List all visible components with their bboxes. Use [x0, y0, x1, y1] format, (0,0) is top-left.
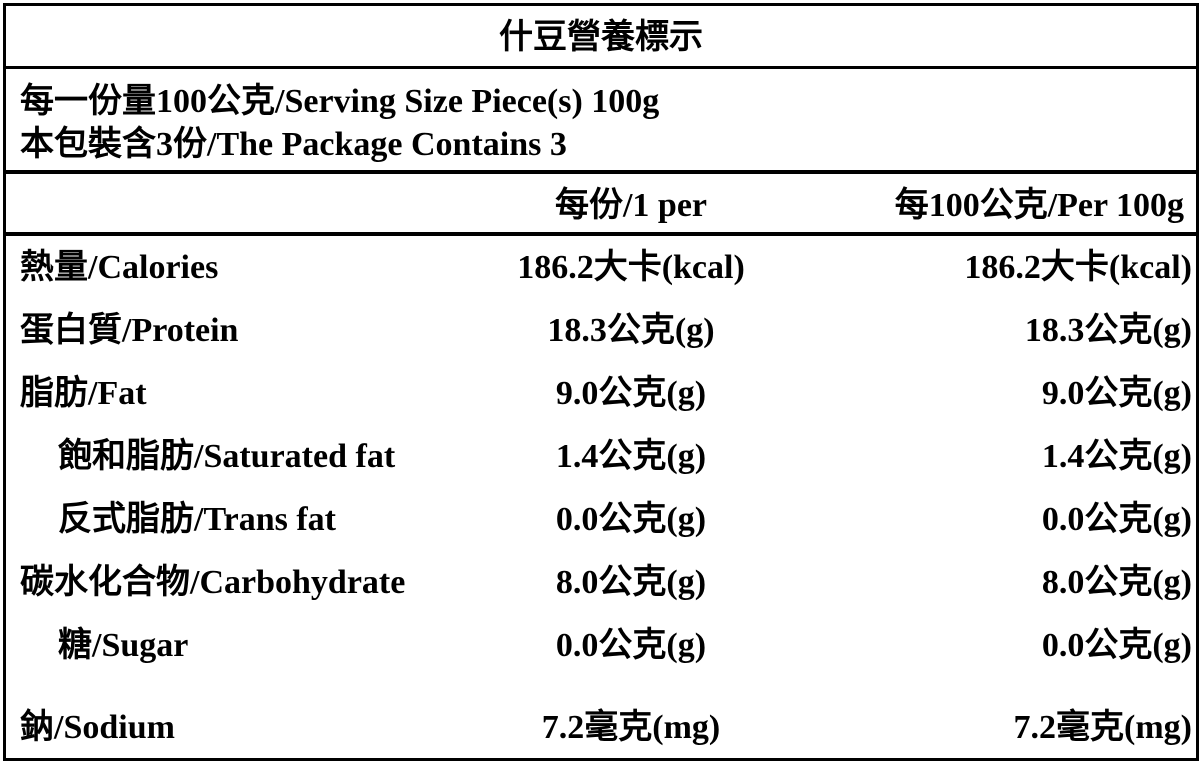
nutrient-name: 糖/Sugar: [58, 627, 189, 664]
rule: [6, 232, 1196, 236]
nutrient-value: 0.0公克(g): [555, 627, 707, 664]
nutrient-value: 186.2大卡(kcal): [517, 249, 745, 286]
title: 什豆營養標示: [499, 19, 703, 56]
serving-size: 每一份量100公克/Serving Size Piece(s) 100g: [20, 83, 660, 120]
nutrient-value: 0.0公克(g): [1041, 627, 1192, 664]
nutrient-name: 熱量/Calories: [20, 249, 219, 286]
nutrient-name: 脂肪/Fat: [20, 375, 147, 412]
nutrient-value: 7.2毫克(mg): [1013, 709, 1192, 746]
rule: [6, 170, 1196, 174]
nutrient-value: 7.2毫克(mg): [541, 709, 721, 746]
nutrient-name: 碳水化合物/Carbohydrate: [20, 564, 406, 601]
nutrient-value: 0.0公克(g): [1041, 501, 1192, 538]
package-contains: 本包裝含3份/The Package Contains 3: [20, 126, 567, 163]
nutrition-label: 什豆營養標示 每一份量100公克/Serving Size Piece(s) 1…: [3, 3, 1199, 761]
nutrient-name: 蛋白質/Protein: [20, 312, 239, 349]
nutrient-value: 8.0公克(g): [1041, 564, 1192, 601]
nutrient-value: 18.3公克(g): [1024, 312, 1192, 349]
nutrient-name: 飽和脂肪/Saturated fat: [58, 438, 396, 475]
nutrient-value: 18.3公克(g): [547, 312, 715, 349]
nutrient-value: 8.0公克(g): [555, 564, 707, 601]
nutrient-value: 186.2大卡(kcal): [964, 249, 1192, 286]
nutrient-name: 反式脂肪/Trans fat: [58, 501, 336, 538]
column-header: 每份/1 per: [554, 187, 708, 224]
rule: [6, 66, 1196, 69]
nutrient-value: 1.4公克(g): [1041, 438, 1192, 475]
nutrient-value: 0.0公克(g): [555, 501, 707, 538]
nutrient-value: 9.0公克(g): [1041, 375, 1192, 412]
nutrient-value: 9.0公克(g): [555, 375, 707, 412]
nutrient-value: 1.4公克(g): [555, 438, 707, 475]
nutrient-name: 鈉/Sodium: [20, 709, 175, 746]
column-header: 每100公克/Per 100g: [894, 187, 1184, 224]
